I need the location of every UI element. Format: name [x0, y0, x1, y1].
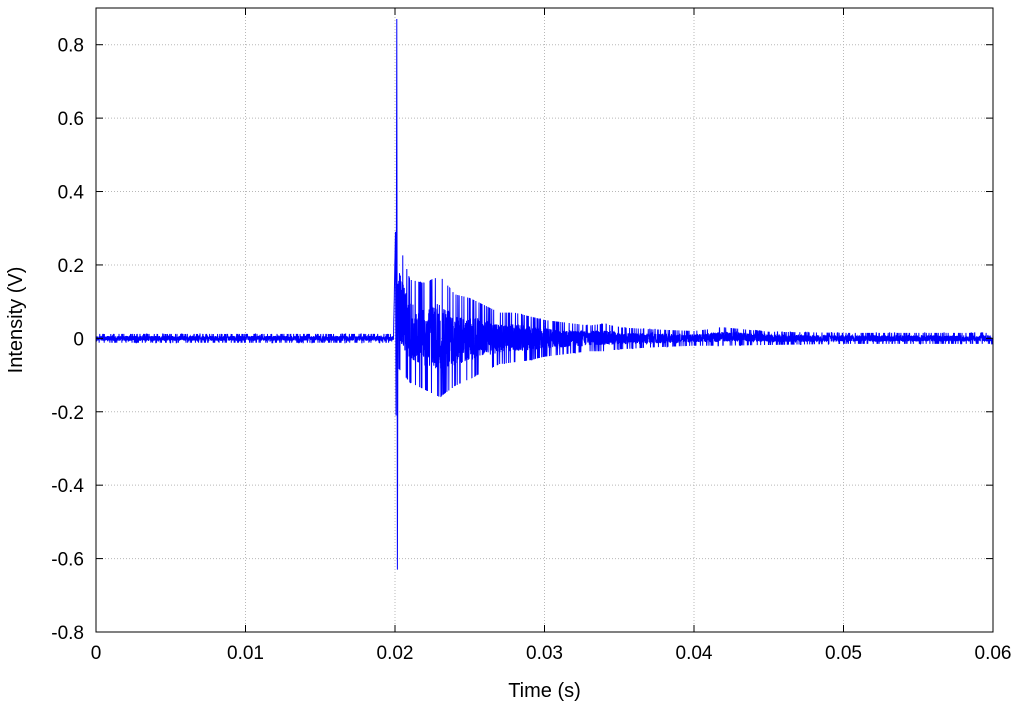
y-axis-label: Intensity (V)	[5, 267, 27, 374]
x-tick-label: 0.03	[526, 643, 563, 664]
y-tick-label: 0.4	[58, 183, 85, 204]
y-tick-label: 0.8	[58, 36, 84, 57]
x-tick-label: 0.01	[227, 643, 264, 664]
signal-series	[95, 19, 994, 570]
x-tick-label: 0.02	[377, 643, 414, 664]
axis-ticks: 0 0.01 0.02 0.03 0.04 0.05 0.06 -0.8 -0.6 -0.4 -0.…	[51, 8, 1011, 664]
y-tick-label: 0	[73, 329, 84, 350]
y-tick-label: -0.2	[51, 403, 84, 424]
x-tick-label: 0.06	[975, 643, 1012, 664]
y-tick-label: -0.8	[51, 623, 84, 644]
signal-trace	[95, 19, 994, 570]
y-tick-label: 0.2	[58, 256, 84, 277]
x-tick-label: 0.04	[676, 643, 713, 664]
x-tick-label: 0.05	[825, 643, 862, 664]
x-axis-label: Time (s)	[508, 680, 581, 702]
y-tick-label: 0.6	[58, 109, 84, 130]
x-tick-label: 0	[91, 643, 102, 664]
y-tick-label: -0.4	[51, 476, 84, 497]
y-tick-label: -0.6	[51, 550, 84, 571]
